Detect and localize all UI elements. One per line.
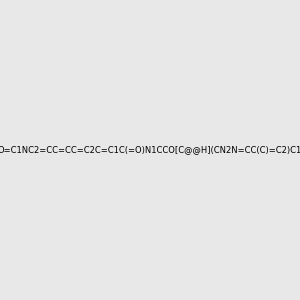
- Text: O=C1NC2=CC=CC=C2C=C1C(=O)N1CCO[C@@H](CN2N=CC(C)=C2)C1: O=C1NC2=CC=CC=C2C=C1C(=O)N1CCO[C@@H](CN2…: [0, 146, 300, 154]
